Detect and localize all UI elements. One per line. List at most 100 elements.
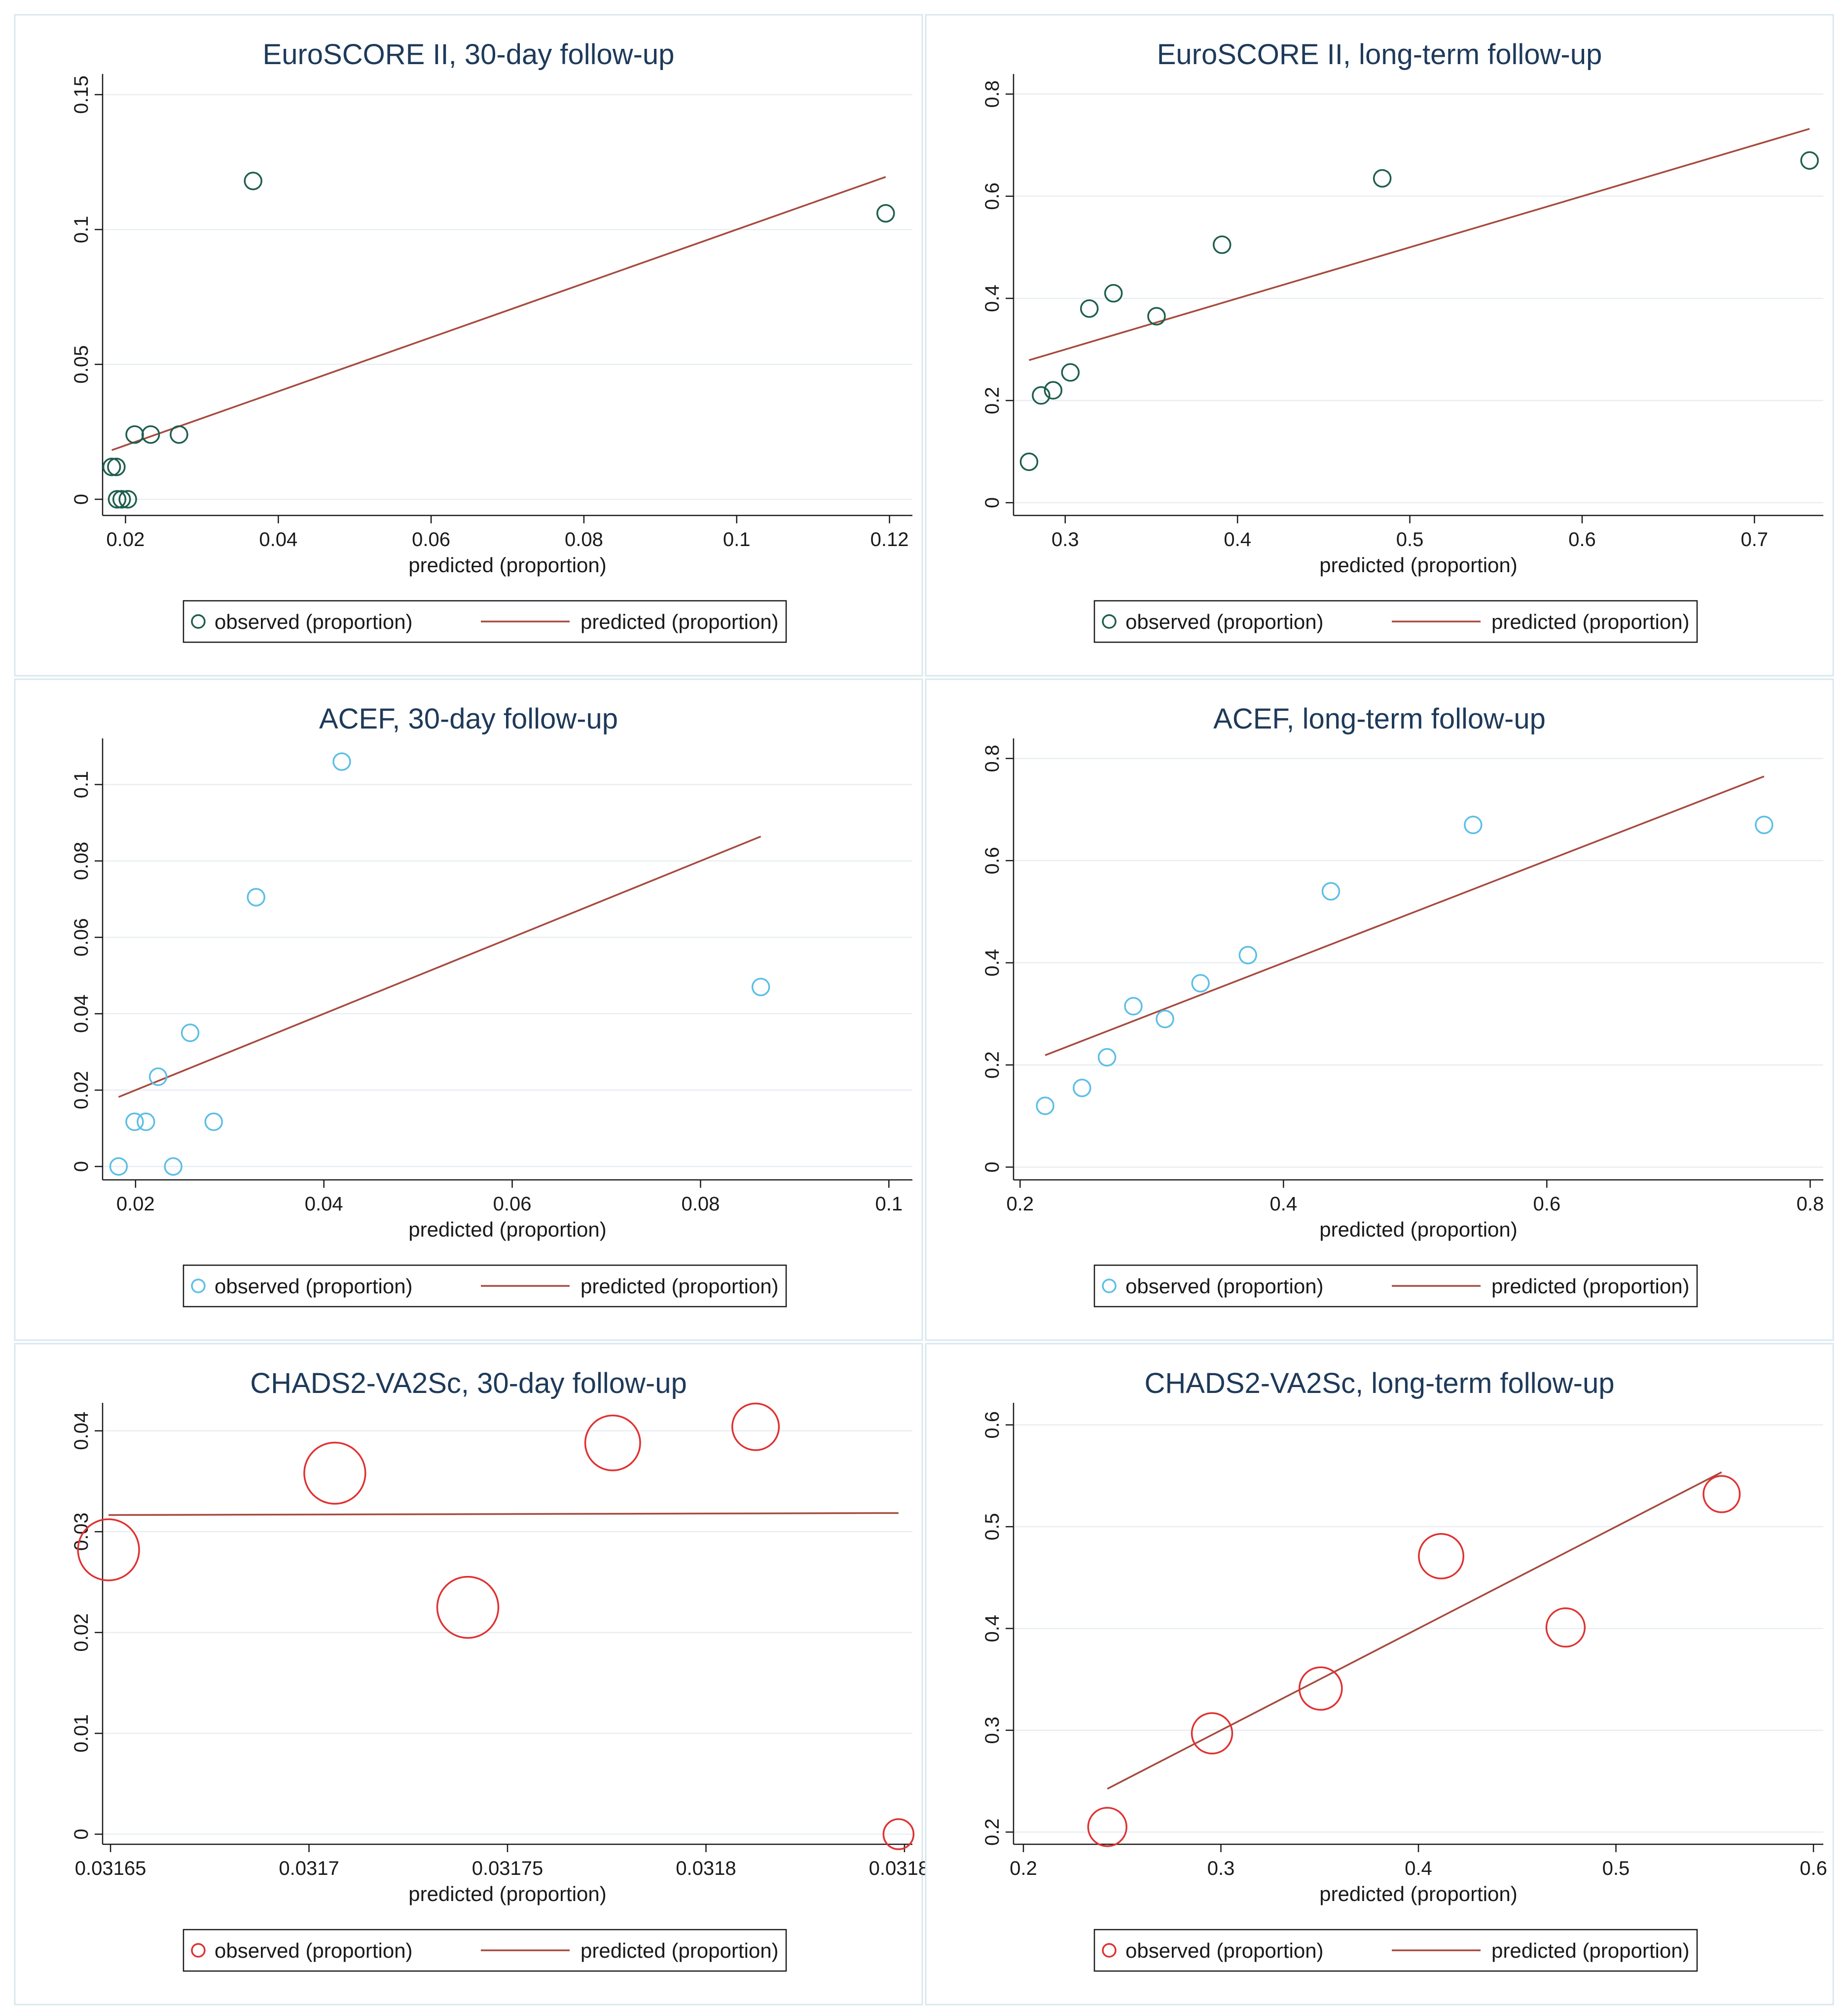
observed-point	[247, 888, 265, 907]
observed-point	[1147, 307, 1166, 326]
y-tick-label: 0	[71, 1161, 92, 1172]
observed-point	[1703, 1475, 1741, 1513]
x-axis-label: predicted (proportion)	[408, 1882, 607, 1905]
legend-predicted-label: predicted (proportion)	[1491, 1275, 1690, 1298]
observed-point	[303, 1441, 366, 1505]
observed-point	[731, 1402, 780, 1451]
legend-observed-marker	[1102, 1943, 1117, 1958]
predicted-line	[118, 836, 761, 1098]
chart-title: CHADS2-VA2Sc, 30-day follow-up	[250, 1367, 687, 1399]
predicted-line	[1107, 1471, 1722, 1790]
x-tick-label: 0.2	[1007, 1193, 1034, 1215]
observed-point	[170, 425, 188, 444]
observed-point	[1032, 386, 1051, 405]
x-tick-label: 0.03165	[75, 1858, 146, 1879]
y-tick-label: 0.05	[71, 345, 92, 384]
observed-point	[1212, 235, 1232, 254]
observed-point	[1061, 363, 1080, 382]
observed-point	[876, 204, 895, 223]
legend: observed (proportion) predicted (proporti…	[182, 600, 787, 643]
observed-point	[1418, 1533, 1465, 1579]
y-tick-label: 0.4	[981, 1615, 1003, 1643]
chart-title: EuroSCORE II, 30-day follow-up	[263, 38, 675, 71]
y-tick-label: 0	[981, 497, 1003, 508]
y-tick-label: 0.08	[71, 841, 92, 880]
legend-predicted-label: predicted (proportion)	[1491, 1939, 1690, 1962]
x-tick-label: 0.6	[1800, 1858, 1827, 1879]
panel-frame	[925, 678, 1834, 1341]
observed-point	[112, 490, 131, 509]
observed-point	[148, 1067, 168, 1086]
y-tick-label: 0.4	[981, 949, 1003, 977]
chart-panel-6: CHADS2-VA2Sc, long-term follow-up 0.2 0.3 0…	[925, 1343, 1834, 2006]
legend-predicted-label: predicted (proportion)	[580, 1939, 779, 1962]
x-tick-label: 0.2	[1010, 1858, 1037, 1879]
x-tick-label: 0.7	[1740, 529, 1768, 550]
x-tick-label: 0.08	[565, 529, 603, 550]
x-tick-label: 0.6	[1533, 1193, 1561, 1215]
chart-panel-3: ACEF, 30-day follow-up 0 0.02 0.04 0.06 0.08 0…	[14, 678, 923, 1341]
y-tick-label: 0.3	[981, 1717, 1003, 1744]
y-tick-label: 0.1	[71, 216, 92, 244]
y-tick-label: 0.2	[981, 1818, 1003, 1846]
panel-frame	[925, 14, 1834, 677]
y-tick-label: 0.4	[981, 285, 1003, 312]
y-tick-label: 0.6	[981, 1411, 1003, 1439]
y-tick-label: 0.1	[71, 771, 92, 799]
legend-observed-marker	[191, 614, 206, 629]
x-tick-label: 0.3	[1207, 1858, 1235, 1879]
x-tick-label: 0.5	[1602, 1858, 1630, 1879]
legend-observed-label: observed (proportion)	[215, 1939, 413, 1962]
legend-observed-marker	[191, 1943, 206, 1958]
chart-title: ACEF, 30-day follow-up	[319, 703, 618, 735]
y-tick-label: 0	[71, 494, 92, 505]
observed-point	[1238, 946, 1257, 965]
legend-observed-marker	[191, 1279, 206, 1293]
chart-panel-1: EuroSCORE II, 30-day follow-up 0 0.05 0.1 0.…	[14, 14, 923, 677]
y-tick-label: 0.01	[71, 1714, 92, 1753]
observed-point	[1124, 997, 1143, 1016]
y-tick-label: 0.5	[981, 1513, 1003, 1540]
x-axis-label: predicted (proportion)	[1319, 1218, 1518, 1241]
y-tick-label: 0.8	[981, 80, 1003, 108]
observed-point	[1755, 815, 1774, 835]
observed-point	[882, 1818, 915, 1850]
observed-point	[109, 1157, 128, 1176]
x-tick-label: 0.5	[1396, 529, 1424, 550]
chart-title: EuroSCORE II, long-term follow-up	[1157, 38, 1602, 71]
y-tick-label: 0	[71, 1828, 92, 1839]
x-tick-label: 0.4	[1405, 1858, 1432, 1879]
observed-point	[125, 1112, 144, 1132]
x-axis-label: predicted (proportion)	[1319, 553, 1518, 577]
chart-panel-2: EuroSCORE II, long-term follow-up 0 0.2 0.4…	[925, 14, 1834, 677]
legend-predicted-label: predicted (proportion)	[580, 1275, 779, 1298]
x-tick-label: 0.12	[870, 529, 909, 550]
x-tick-label: 0.08	[681, 1193, 720, 1215]
legend-box	[182, 600, 787, 643]
observed-point	[1080, 299, 1099, 318]
legend-observed-label: observed (proportion)	[215, 1275, 413, 1298]
observed-point	[1464, 815, 1483, 835]
observed-point	[107, 457, 126, 476]
observed-point	[332, 752, 351, 771]
chart-panel-5: CHADS2-VA2Sc, 30-day follow-up 0 0.01 0.02 0…	[14, 1343, 940, 2006]
observed-point	[1104, 284, 1123, 303]
panel-frame	[14, 678, 923, 1341]
chart-title: ACEF, long-term follow-up	[1213, 703, 1546, 735]
legend-predicted-label: predicted (proportion)	[580, 610, 779, 633]
observed-point	[751, 978, 770, 996]
observed-point	[1800, 151, 1819, 170]
observed-point	[1036, 1097, 1054, 1115]
observed-point	[1073, 1078, 1091, 1097]
observed-point	[1191, 974, 1210, 993]
x-tick-label: 0.1	[723, 529, 751, 550]
observed-point	[181, 1024, 200, 1042]
panel-frame	[925, 1343, 1834, 2006]
predicted-line	[1045, 775, 1765, 1056]
x-tick-label: 0.1	[875, 1193, 903, 1215]
x-tick-label: 0.3	[1051, 529, 1079, 550]
x-tick-label: 0.06	[412, 529, 450, 550]
legend-observed-marker	[1102, 614, 1117, 629]
predicted-line	[111, 176, 886, 451]
observed-point	[164, 1157, 182, 1176]
